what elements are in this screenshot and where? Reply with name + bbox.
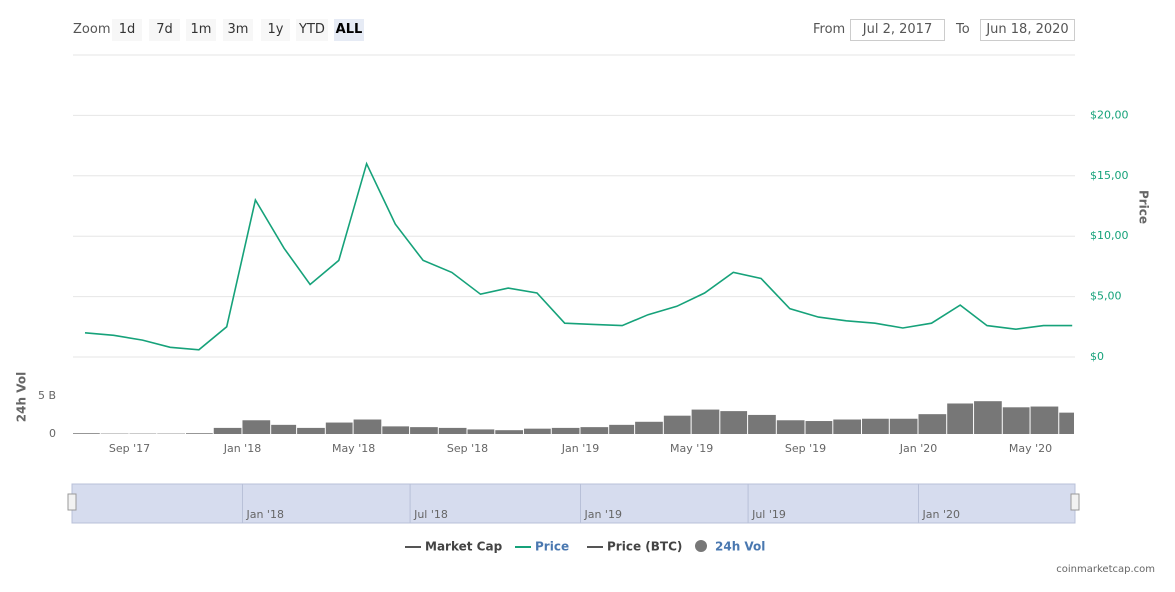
- volume-bar: [382, 426, 410, 434]
- volume-bar: [185, 433, 213, 434]
- x-tick-label: Sep '17: [109, 442, 150, 455]
- volume-bar: [833, 419, 862, 434]
- volume-bar: [1030, 406, 1059, 434]
- volume-bar: [691, 409, 720, 434]
- volume-bar: [438, 427, 467, 434]
- to-label: To: [956, 22, 970, 37]
- volume-bar: [776, 420, 805, 434]
- zoom-button[interactable]: YTD: [296, 19, 328, 41]
- x-tick-label: Jan '19: [561, 442, 599, 455]
- volume-bar: [609, 424, 635, 434]
- y-tick-label: $0: [1090, 350, 1104, 363]
- x-tick-label: Jan '20: [899, 442, 937, 455]
- volume-bar: [889, 418, 918, 434]
- navigator-tick-label: Jan '18: [245, 508, 283, 521]
- y2-tick-label: 0: [49, 427, 56, 440]
- volume-bar: [748, 414, 776, 434]
- x-tick-label: May '20: [1009, 442, 1052, 455]
- zoom-button[interactable]: 1d: [112, 19, 142, 41]
- volume-bar: [1002, 407, 1030, 434]
- zoom-button[interactable]: ALL: [334, 19, 364, 41]
- volume-bar: [551, 427, 580, 434]
- volume-bar: [635, 421, 663, 434]
- zoom-button[interactable]: 1y: [261, 19, 290, 41]
- to-input[interactable]: Jun 18, 2020: [980, 19, 1075, 41]
- volume-bar: [580, 427, 609, 434]
- x-tick-label: Sep '19: [785, 442, 826, 455]
- from-input[interactable]: Jul 2, 2017: [850, 19, 945, 41]
- navigator-tick-label: Jan '20: [921, 508, 959, 521]
- volume-bar: [805, 421, 833, 434]
- legend-label[interactable]: Market Cap: [425, 540, 503, 554]
- volume-bar: [495, 430, 523, 434]
- x-tick-label: May '19: [670, 442, 713, 455]
- y-tick-label: $5,00: [1090, 290, 1122, 303]
- volume-bar: [73, 433, 100, 434]
- zoom-button[interactable]: 1m: [186, 19, 216, 41]
- volume-bar: [271, 424, 297, 434]
- volume-bar: [663, 415, 691, 434]
- y-axis-title: Price: [1137, 190, 1151, 224]
- zoom-button[interactable]: 7d: [149, 19, 180, 41]
- x-tick-label: May '18: [332, 442, 375, 455]
- volume-bar: [1059, 412, 1074, 434]
- navigator[interactable]: [71, 483, 1076, 524]
- legend-label[interactable]: Price (BTC): [607, 540, 682, 554]
- volume-bar: [213, 427, 242, 434]
- x-tick-label: Sep '18: [447, 442, 488, 455]
- volume-bar: [974, 401, 1002, 434]
- volume-bar: [523, 428, 551, 434]
- legend-label[interactable]: 24h Vol: [715, 540, 765, 554]
- y2-axis-title: 24h Vol: [15, 372, 29, 422]
- volume-bar: [325, 422, 353, 434]
- zoom-button[interactable]: 3m: [223, 19, 253, 41]
- y-tick-label: $15,00: [1090, 169, 1129, 182]
- y2-tick-label: 5 B: [38, 389, 56, 402]
- zoom-label: Zoom: [73, 22, 111, 37]
- volume-bar: [297, 427, 325, 434]
- volume-bar: [862, 418, 889, 434]
- x-tick-label: Jan '18: [223, 442, 261, 455]
- navigator-handle[interactable]: [1070, 493, 1080, 511]
- from-label: From: [813, 22, 846, 37]
- volume-bar: [353, 419, 382, 434]
- legend-label[interactable]: Price: [535, 540, 569, 554]
- legend-symbol: [695, 540, 707, 552]
- volume-bar: [720, 411, 748, 434]
- y-tick-label: $20,00: [1090, 108, 1129, 121]
- navigator-tick-label: Jul '18: [413, 508, 448, 521]
- volume-bar: [242, 420, 271, 434]
- volume-bar: [410, 427, 438, 434]
- credit: coinmarketcap.com: [1056, 564, 1155, 575]
- navigator-tick-label: Jul '19: [751, 508, 786, 521]
- navigator-tick-label: Jan '19: [583, 508, 621, 521]
- volume-bar: [467, 429, 495, 434]
- volume-bar: [918, 414, 947, 434]
- navigator-handle[interactable]: [67, 493, 77, 511]
- y-tick-label: $10,00: [1090, 229, 1129, 242]
- price-line: [84, 161, 1073, 351]
- volume-bar: [947, 403, 974, 434]
